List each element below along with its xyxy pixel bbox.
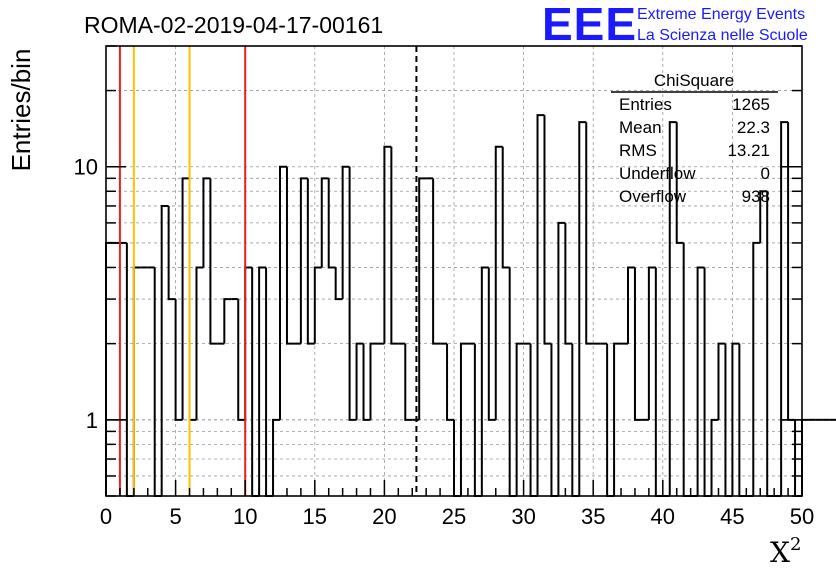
histogram-bar xyxy=(633,267,642,421)
histogram-bar xyxy=(341,165,350,300)
histogram-bar xyxy=(585,122,594,345)
histogram-bar xyxy=(383,145,392,344)
x-tick-label: 10 xyxy=(233,504,257,529)
stats-value: 938 xyxy=(742,187,770,206)
histogram-bar xyxy=(480,266,489,496)
histogram-bar xyxy=(675,122,684,244)
stats-box: ChiSquare Entries 1265 Mean 22.3 RMS 13.21 Und… xyxy=(611,71,778,206)
histogram-bar xyxy=(285,166,294,345)
histogram-bar xyxy=(167,205,176,301)
histogram-bar xyxy=(487,267,496,421)
histogram-bar xyxy=(418,177,427,420)
histogram-bar xyxy=(446,343,454,421)
histogram-bar xyxy=(362,343,371,421)
histogram-bar xyxy=(696,266,705,496)
x-axis-label-base: X xyxy=(770,536,790,569)
stats-label: Underflow xyxy=(619,164,696,183)
x-tick-label: 45 xyxy=(720,504,744,529)
histogram-bar xyxy=(209,178,218,345)
histogram-bar xyxy=(731,342,740,496)
histogram-bar xyxy=(299,177,308,344)
stats-value: 1265 xyxy=(732,95,770,114)
x-tick-label: 35 xyxy=(581,504,605,529)
histogram-bar xyxy=(752,241,761,496)
histogram-bar xyxy=(334,267,343,301)
y-axis-label: Entries/bin xyxy=(6,49,36,172)
chart-title: ROMA-02-2019-04-17-00161 xyxy=(84,12,383,38)
stats-title: ChiSquare xyxy=(654,71,734,90)
histogram-bar xyxy=(306,178,315,345)
x-axis-label: X2 xyxy=(770,534,801,569)
histogram-bar xyxy=(494,145,503,420)
histogram-bar xyxy=(515,342,524,496)
histogram-bar xyxy=(557,221,566,496)
x-tick-label: 20 xyxy=(372,504,396,529)
histogram-bar xyxy=(710,418,719,496)
y-tick-label: 10 xyxy=(74,155,98,180)
histogram-bar xyxy=(647,266,656,420)
eee-logo-line2: La Scienza nelle Scuole xyxy=(637,27,808,44)
histogram-bar xyxy=(174,299,183,421)
x-tick-label: 25 xyxy=(442,504,466,529)
histogram-bar xyxy=(501,146,510,269)
histogram-bar xyxy=(432,178,441,345)
reference-lines xyxy=(118,46,418,496)
eee-logo-mark: EEE xyxy=(542,0,637,50)
x-axis-ticks: 0 5 10 15 20 25 30 35 40 45 50 xyxy=(100,480,814,529)
x-tick-label: 30 xyxy=(511,504,535,529)
eee-logo-line1: Extreme Energy Events xyxy=(637,6,805,23)
histogram-bar xyxy=(237,299,246,421)
histogram-bar xyxy=(181,177,190,420)
stats-label: Entries xyxy=(619,95,672,114)
stats-rows: Entries 1265 Mean 22.3 RMS 13.21 Underflow 0 Ove… xyxy=(619,95,770,206)
histogram-bar xyxy=(759,190,768,243)
histogram-bar xyxy=(459,342,468,496)
histogram-bar xyxy=(195,266,204,420)
stats-value: 0 xyxy=(761,164,770,183)
histogram-bar xyxy=(780,121,789,496)
histogram-bar xyxy=(348,166,357,421)
y-axis-ticks: 1 10 xyxy=(74,45,802,497)
x-tick-label: 15 xyxy=(303,504,327,529)
histogram-bar xyxy=(279,165,287,420)
histogram-bar xyxy=(627,266,635,344)
histogram-bar xyxy=(613,342,622,496)
y-tick-label: 1 xyxy=(86,408,98,433)
histogram-bar xyxy=(272,418,280,496)
histogram-bar xyxy=(404,343,413,421)
histogram-bar xyxy=(160,204,169,496)
stats-value: 13.21 xyxy=(727,141,770,160)
histogram-bar xyxy=(578,121,587,496)
histogram-bar xyxy=(327,178,336,269)
histogram-bar xyxy=(355,342,364,420)
histogram-bar xyxy=(390,146,399,345)
histogram-bar xyxy=(543,115,552,345)
histogram-bar xyxy=(369,342,378,420)
histogram-bar xyxy=(223,298,232,344)
x-tick-label: 40 xyxy=(651,504,675,529)
x-tick-label: 0 xyxy=(100,504,112,529)
histogram-bar xyxy=(313,266,322,344)
x-tick-label: 5 xyxy=(169,504,181,529)
x-tick-label: 50 xyxy=(790,504,814,529)
histogram-bar xyxy=(668,121,677,496)
histogram-bar xyxy=(717,342,726,420)
histogram-bar xyxy=(536,114,545,496)
histogram-bar xyxy=(258,266,267,496)
x-axis-label-superscript: 2 xyxy=(790,534,801,555)
eee-logo: EEE Extreme Energy Events La Scienza nel… xyxy=(542,0,808,50)
histogram-bar xyxy=(320,177,329,268)
stats-label: Mean xyxy=(619,118,662,137)
histogram-bar xyxy=(202,177,211,268)
stats-label: RMS xyxy=(619,141,657,160)
stats-value: 22.3 xyxy=(737,118,770,137)
histogram-bar xyxy=(564,222,573,345)
stats-label: Overflow xyxy=(619,187,687,206)
